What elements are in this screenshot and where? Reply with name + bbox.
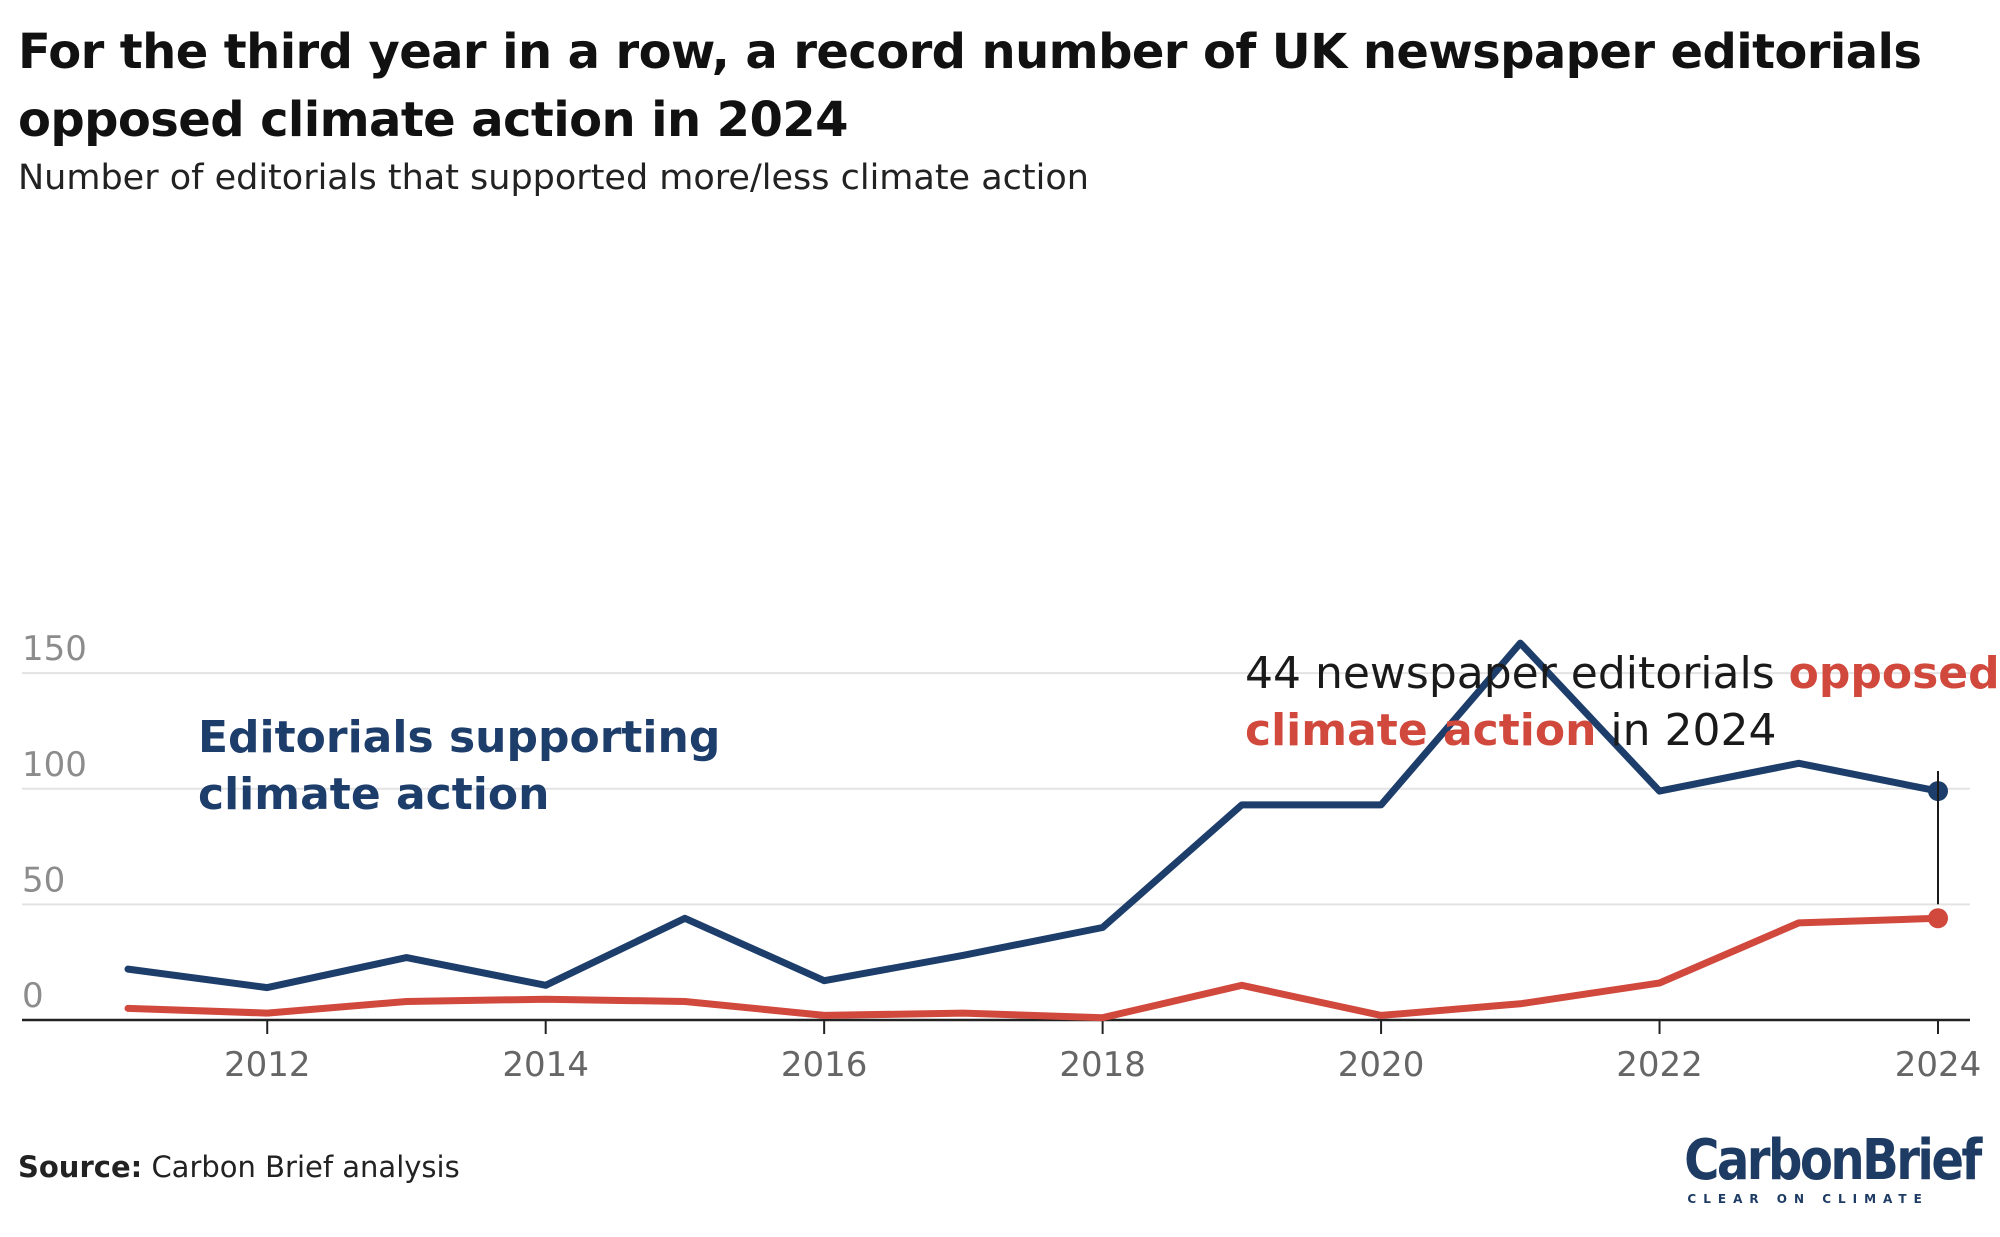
logo-name: CarbonBrief (1684, 1128, 1982, 1193)
y-tick-label: 150 (22, 629, 87, 669)
annotation-part4: in 2024 (1596, 705, 1776, 756)
y-tick-label: 50 (22, 860, 65, 900)
x-tick-label: 2012 (224, 1045, 311, 1085)
chart-title: For the third year in a row, a record nu… (18, 24, 1922, 148)
annotation-part3: climate action (1245, 705, 1596, 756)
supporting-series-line (124, 639, 1942, 992)
source-label: Source: (18, 1150, 143, 1184)
opposing-data-point (1928, 908, 1948, 929)
x-tick-label: 2022 (1616, 1045, 1703, 1085)
x-tick-label: 2018 (1059, 1045, 1146, 1085)
chart-subtitle: Number of editorials that supported more… (18, 158, 1089, 198)
annotation-part2: opposed (1789, 648, 2000, 699)
x-tick-label: 2024 (1895, 1045, 1982, 1085)
opposing-series-line (124, 914, 1942, 1022)
supporting-label-line1: Editorials supporting (198, 712, 720, 763)
supporting-label-line2: climate action (198, 769, 549, 820)
x-tick-label: 2014 (502, 1045, 589, 1085)
y-tick-label: 100 (22, 745, 87, 785)
x-tick-label: 2016 (781, 1045, 868, 1085)
annotation-part1: 44 newspaper editorials (1245, 648, 1789, 699)
x-tick-label: 2020 (1338, 1045, 1425, 1085)
logo-tagline: CLEAR ON CLIMATE (1687, 1192, 1929, 1206)
source-text: Carbon Brief analysis (151, 1150, 460, 1184)
carbon-brief-logo: CarbonBrief CLEAR ON CLIMATE (1636, 1128, 1982, 1207)
supporting-series-label: Editorials supporting climate action (198, 712, 720, 820)
y-tick-label: 0 (22, 976, 44, 1016)
source-note: Source: Carbon Brief analysis (18, 1150, 460, 1184)
annotation-2024: 44 newspaper editorials opposed climate a… (1245, 648, 2000, 756)
